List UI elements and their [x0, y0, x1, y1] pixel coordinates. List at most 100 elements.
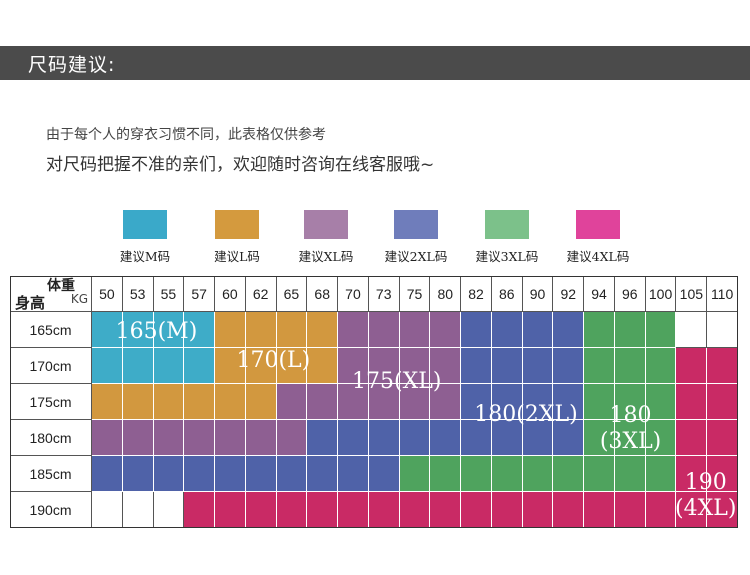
legend-item: 建议M码 [95, 208, 195, 265]
size-cell [553, 348, 585, 384]
size-chart-table: 体重 KG 身高 50 53 55 57 60 62 65 68 70 73 75 80 82 86 90 9… [10, 276, 738, 528]
size-cell [584, 384, 615, 420]
size-cell [614, 312, 646, 348]
size-cell [584, 456, 615, 492]
size-cell [553, 456, 585, 492]
size-cell [245, 492, 277, 528]
legend-swatch [576, 210, 620, 239]
size-cell [522, 312, 554, 348]
size-cell [584, 312, 615, 348]
legend-swatch [304, 210, 348, 239]
size-cell [184, 456, 216, 492]
weight-header-cell: 75 [399, 276, 431, 312]
weight-header-cell: 73 [368, 276, 400, 312]
size-legend: 建议M码 建议L码 建议XL码 建议2XL码 建议3XL码 建议4XL码 [0, 208, 750, 268]
weight-header-cell: 90 [522, 276, 554, 312]
size-cell [307, 348, 339, 384]
size-cell [522, 492, 554, 528]
size-cell [276, 492, 308, 528]
size-cell [491, 384, 523, 420]
size-cell [491, 456, 523, 492]
size-cell [584, 420, 615, 456]
size-cell [461, 348, 492, 384]
size-cell [676, 312, 708, 348]
size-cell [92, 492, 123, 528]
weight-axis-label: 体重 [47, 278, 75, 294]
size-cell [122, 420, 154, 456]
size-cell [122, 312, 154, 348]
size-cell [368, 312, 400, 348]
size-cell [245, 456, 277, 492]
size-cell [276, 348, 308, 384]
table-corner-header: 体重 KG 身高 [10, 276, 92, 312]
size-cell [522, 420, 554, 456]
size-band-label: 190 (4XL) [675, 469, 737, 521]
size-cell [491, 312, 523, 348]
size-cell [307, 456, 339, 492]
size-cell [307, 312, 339, 348]
size-cell [245, 312, 277, 348]
weight-header-cell: 94 [584, 276, 615, 312]
size-cell [707, 420, 738, 456]
size-cell [399, 312, 431, 348]
size-cell [215, 348, 246, 384]
weight-header-cell: 70 [338, 276, 369, 312]
legend-swatch [215, 210, 259, 239]
size-cell [368, 492, 400, 528]
legend-swatch [123, 210, 167, 239]
height-axis-label: 身高 [15, 294, 46, 312]
height-row-label: 175cm [10, 384, 92, 420]
size-cell [430, 492, 462, 528]
size-cell [153, 492, 185, 528]
size-cell [461, 384, 492, 420]
size-cell [276, 312, 308, 348]
size-cell [215, 420, 246, 456]
size-cell [307, 420, 339, 456]
size-band-label: 170(L) [236, 347, 311, 373]
size-cell [430, 420, 462, 456]
size-cell [645, 312, 677, 348]
size-cell [368, 348, 400, 384]
size-cell [92, 420, 123, 456]
size-cell [338, 312, 369, 348]
size-cell [491, 420, 523, 456]
size-cell [153, 420, 185, 456]
size-cell [430, 348, 462, 384]
size-cell [584, 348, 615, 384]
size-cell [676, 456, 708, 492]
size-band-label: 165(M) [115, 318, 198, 344]
weight-header-cell: 110 [707, 276, 738, 312]
weight-header-cell: 62 [245, 276, 277, 312]
size-cell [276, 420, 308, 456]
size-cell [461, 456, 492, 492]
size-cell [184, 492, 216, 528]
legend-label: 建议3XL码 [475, 249, 539, 264]
size-cell [245, 348, 277, 384]
size-cell [307, 384, 339, 420]
legend-item: 建议XL码 [276, 208, 376, 265]
legend-label: 建议L码 [214, 249, 260, 264]
size-band-label: 175(XL) [352, 369, 442, 395]
size-cell [153, 312, 185, 348]
size-cell [430, 456, 462, 492]
legend-label: 建议2XL码 [384, 249, 448, 264]
weight-header-cell: 92 [553, 276, 585, 312]
weight-header-cell: 96 [614, 276, 646, 312]
size-band-label: 180(2XL) [474, 401, 578, 427]
size-cell [368, 420, 400, 456]
weight-header-cell: 105 [676, 276, 708, 312]
size-cell [614, 420, 646, 456]
size-cell [645, 384, 677, 420]
height-row-label: 190cm [10, 492, 92, 528]
legend-label: 建议XL码 [298, 249, 354, 264]
size-cell [399, 456, 431, 492]
size-cell [184, 384, 216, 420]
legend-label: 建议M码 [119, 249, 171, 264]
height-row-label: 185cm [10, 456, 92, 492]
size-cell [92, 384, 123, 420]
size-cell [553, 420, 585, 456]
size-cell [676, 384, 708, 420]
legend-item: 建议4XL码 [548, 208, 648, 265]
size-cell [399, 384, 431, 420]
weight-header-cell: 86 [491, 276, 523, 312]
